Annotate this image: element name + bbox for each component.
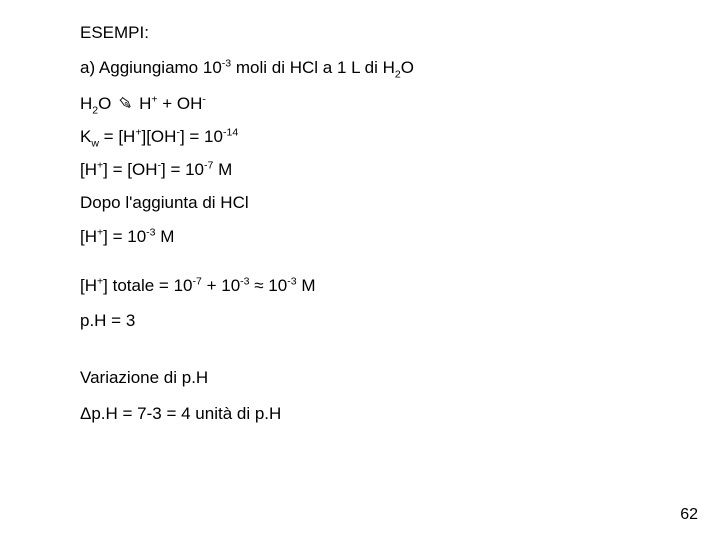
text: M bbox=[213, 160, 232, 179]
text: ] = 10 bbox=[161, 160, 204, 179]
text: ] = [OH bbox=[103, 160, 157, 179]
text: O bbox=[401, 58, 414, 77]
sub: w bbox=[91, 137, 99, 149]
text: ≈ 10 bbox=[250, 276, 288, 295]
sup: -3 bbox=[240, 275, 249, 287]
sup: -3 bbox=[146, 226, 155, 238]
title: ESEMPI: bbox=[80, 22, 720, 43]
text: [H bbox=[80, 160, 97, 179]
exp: -3 bbox=[222, 58, 231, 70]
text: = [H bbox=[99, 127, 135, 146]
sup: -7 bbox=[192, 275, 201, 287]
text: a) Aggiungiamo 10 bbox=[80, 58, 222, 77]
text: H bbox=[134, 94, 151, 113]
line-a: a) Aggiungiamo 10-3 moli di HCl a 1 L di… bbox=[80, 57, 720, 78]
eq-h-oh: [H+] = [OH-] = 10-7 M bbox=[80, 159, 720, 180]
text: + OH bbox=[158, 94, 203, 113]
eq-kw: Kw = [H+][OH-] = 10-14 bbox=[80, 126, 720, 147]
sup: -7 bbox=[204, 159, 213, 171]
text: ] = 10 bbox=[180, 127, 223, 146]
text: [H bbox=[80, 276, 97, 295]
text: K bbox=[80, 127, 91, 146]
dopo-line: Dopo l'aggiunta di HCl bbox=[80, 192, 720, 213]
eq-total: [H+] totale = 10-7 + 10-3 ≈ 10-3 M bbox=[80, 275, 720, 296]
text: M bbox=[156, 227, 175, 246]
slide: ESEMPI: a) Aggiungiamo 10-3 moli di HCl … bbox=[0, 0, 720, 540]
ph-result: p.H = 3 bbox=[80, 310, 720, 331]
text: ] totale = 10 bbox=[103, 276, 192, 295]
variation-title: Variazione di p.H bbox=[80, 367, 720, 388]
text: + 10 bbox=[202, 276, 240, 295]
sup: - bbox=[202, 93, 206, 105]
eq-dissociation: H2O ✑ H+ + OH- bbox=[80, 93, 720, 114]
text: ] = 10 bbox=[103, 227, 146, 246]
sup: -14 bbox=[223, 126, 238, 138]
text: moli di HCl a 1 L di H bbox=[231, 58, 395, 77]
text: H bbox=[80, 94, 92, 113]
text: ][OH bbox=[141, 127, 176, 146]
delta-ph: Δp.H = 7-3 = 4 unità di p.H bbox=[80, 403, 720, 424]
text: [H bbox=[80, 227, 97, 246]
text: M bbox=[297, 276, 316, 295]
page-number: 62 bbox=[680, 506, 698, 524]
sup: -3 bbox=[287, 275, 296, 287]
eq-h3: [H+] = 10-3 M bbox=[80, 226, 720, 247]
